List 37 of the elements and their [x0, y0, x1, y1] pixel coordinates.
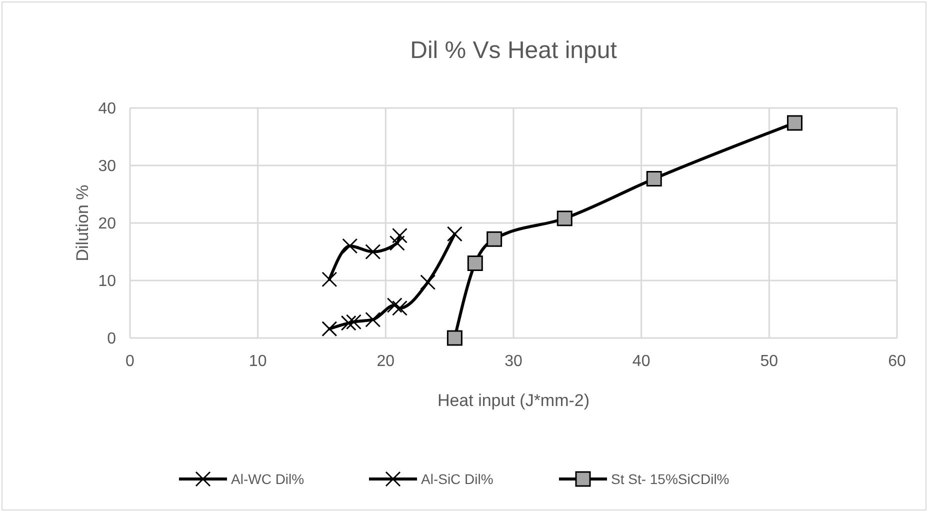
y-tick-label: 20: [98, 216, 116, 233]
y-tick-label: 30: [98, 158, 116, 176]
point: [420, 274, 436, 290]
point: [646, 170, 662, 186]
point: [556, 210, 572, 226]
point: [446, 226, 462, 242]
legend-label: Al-WC Dil%: [231, 470, 304, 487]
point: [392, 300, 408, 316]
point: [346, 314, 362, 330]
x-tick-label: 0: [126, 353, 135, 370]
legend-label: St St- 15%SiCDil%: [611, 470, 730, 487]
x-tick-label: 40: [632, 353, 650, 370]
y-tick-label: 40: [98, 100, 116, 118]
x-tick-label: 60: [888, 353, 906, 370]
x-tick-label: 50: [760, 353, 778, 370]
point: [322, 321, 338, 337]
point: [392, 228, 408, 244]
point: [322, 272, 338, 288]
point: [365, 312, 381, 328]
point: [340, 315, 356, 331]
y-tick-label: 10: [98, 273, 116, 290]
x-axis-title: Heat input (J*mm-2): [437, 391, 590, 410]
x-tick-label: 20: [376, 353, 395, 370]
point: [365, 244, 381, 260]
point: [467, 256, 483, 271]
point: [446, 330, 462, 346]
point: [389, 235, 405, 251]
chart-title: Dil % Vs Heat input: [410, 37, 618, 64]
legend-label: Al-SiC Dil%: [421, 470, 494, 487]
x-tick-label: 30: [504, 353, 522, 370]
point: [386, 297, 402, 313]
y-tick-label: 0: [107, 330, 116, 348]
x-tick-label: 10: [248, 353, 267, 370]
point: [342, 238, 358, 254]
point: [486, 231, 502, 247]
y-axis-title: Dilution %: [73, 184, 92, 262]
point: [786, 115, 802, 131]
